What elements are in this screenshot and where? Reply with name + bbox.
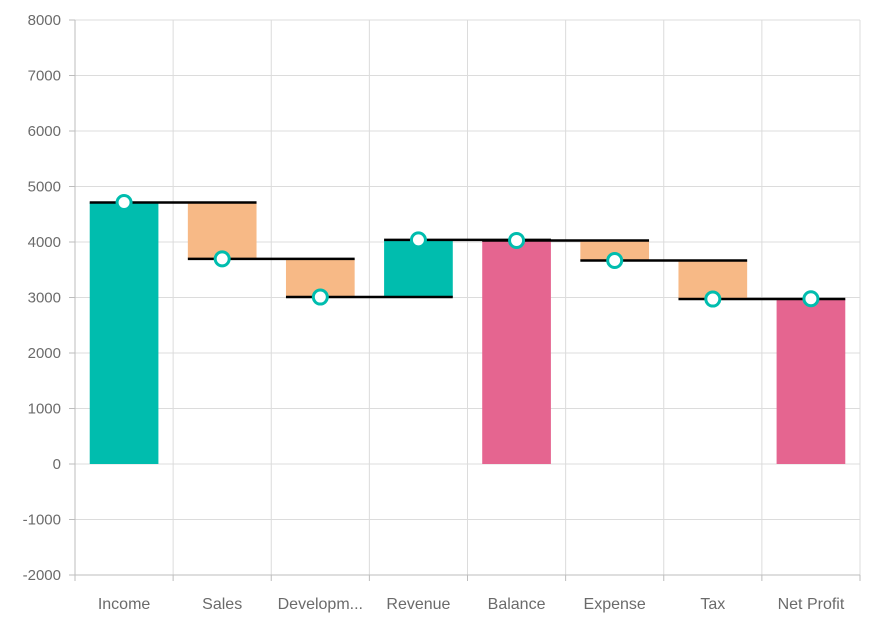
y-tick-label: -1000	[23, 512, 61, 529]
y-tick-label: 7000	[28, 68, 61, 85]
data-point-marker[interactable]	[606, 251, 624, 269]
y-tick-label: 5000	[28, 179, 61, 196]
x-tick-label: Developm...	[278, 596, 363, 613]
y-tick-label: 8000	[28, 12, 61, 29]
x-tick-label: Net Profit	[778, 596, 845, 613]
bar-balance	[482, 240, 551, 464]
bar-expense	[580, 240, 650, 261]
y-tick-label: 0	[53, 456, 61, 473]
x-tick-label: Income	[98, 596, 151, 613]
bar-revenue	[384, 239, 453, 298]
x-tick-label: Revenue	[386, 596, 450, 613]
x-tick-label: Expense	[584, 596, 646, 613]
y-tick-label: -2000	[23, 567, 61, 584]
bar-sales	[187, 202, 257, 259]
x-tick-label: Tax	[700, 596, 725, 613]
data-point-marker[interactable]	[508, 231, 526, 249]
y-tick-label: 1000	[28, 401, 61, 418]
data-point-marker[interactable]	[311, 288, 329, 306]
bar-income	[89, 202, 159, 465]
data-point-marker[interactable]	[704, 290, 722, 308]
y-tick-label: 2000	[28, 345, 61, 362]
bar-net-profit	[776, 298, 846, 464]
x-tick-label: Sales	[202, 596, 242, 613]
data-point-marker[interactable]	[115, 194, 133, 212]
y-tick-label: 3000	[28, 290, 61, 307]
y-tick-label: 4000	[28, 234, 61, 251]
data-point-marker[interactable]	[802, 290, 820, 308]
x-tick-label: Balance	[488, 596, 546, 613]
y-tick-label: 6000	[28, 123, 61, 140]
data-point-marker[interactable]	[409, 231, 427, 249]
data-point-marker[interactable]	[213, 250, 231, 268]
